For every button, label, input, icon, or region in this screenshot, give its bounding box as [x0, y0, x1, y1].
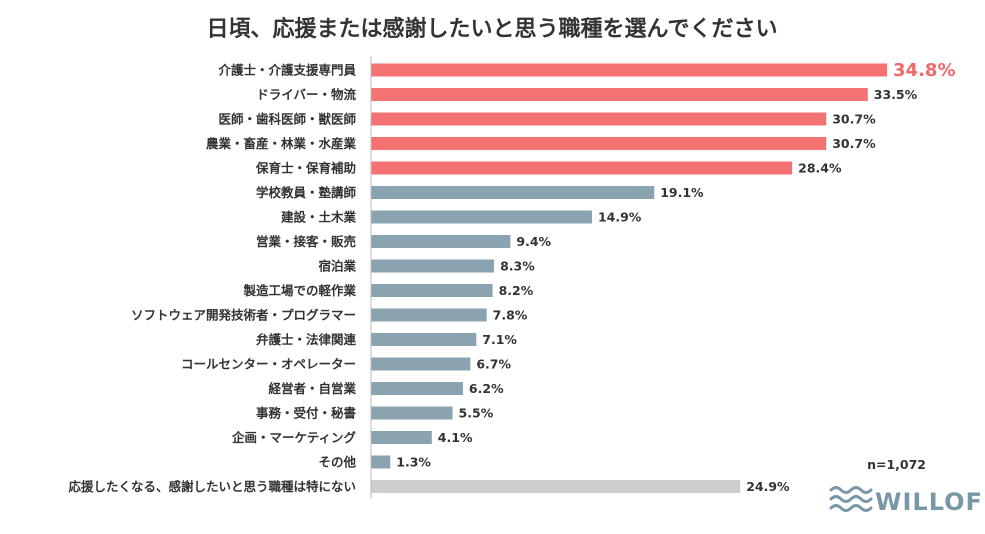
category-label: ソフトウェア開発技術者・プログラマー [131, 308, 356, 323]
category-label: 学校教員・塾講師 [256, 185, 357, 200]
value-label: 7.1% [482, 332, 517, 347]
category-label: 医師・歯科医師・獣医師 [218, 112, 356, 127]
bar [371, 431, 432, 444]
value-label: 6.2% [469, 381, 504, 396]
value-label: 8.3% [500, 259, 535, 274]
bar [371, 480, 741, 493]
value-label: 30.7% [832, 136, 876, 151]
bar [371, 235, 511, 248]
category-label: 農業・畜産・林業・水産業 [206, 136, 357, 151]
value-label: 7.8% [493, 308, 528, 323]
value-label: 6.7% [476, 357, 511, 372]
bar [371, 259, 495, 273]
value-label: 19.1% [660, 185, 704, 200]
category-label: ドライバー・物流 [256, 87, 356, 102]
value-label: 14.9% [598, 210, 642, 225]
category-label: 建設・土木業 [281, 210, 357, 225]
bar [371, 382, 463, 395]
value-label: 33.5% [874, 87, 918, 102]
bar [371, 161, 793, 175]
bar [371, 406, 453, 420]
category-label: 事務・受付・秘書 [256, 406, 357, 421]
category-label: その他 [318, 455, 356, 470]
bar [371, 455, 391, 469]
bar [371, 186, 655, 199]
category-label: 弁護士・法律関連 [256, 332, 357, 347]
category-label: 製造工場での軽作業 [242, 283, 356, 298]
category-label: 応援したくなる、感謝したいと思う職種は特にない [68, 479, 356, 494]
value-label: 5.5% [459, 406, 494, 421]
bar [371, 63, 888, 77]
sample-size-label: n=1,072 [867, 457, 926, 472]
category-label: コールセンター・オペレーター [181, 357, 356, 372]
bar [371, 284, 493, 297]
waves-icon [829, 486, 873, 512]
value-label: 9.4% [516, 234, 551, 249]
bars-group: 介護士・介護支援専門員 34.8% ドライバー・物流 33.5% 医師・歯科医師・獣医師… [68, 60, 955, 494]
value-label: 30.7% [832, 112, 876, 127]
bar [371, 333, 477, 346]
value-label: 4.1% [438, 430, 473, 445]
willof-logo: WILLOF [829, 486, 983, 516]
bar [371, 210, 592, 224]
category-label: 経営者・自営業 [268, 381, 356, 396]
bar [371, 112, 827, 126]
category-label: 介護士・介護支援専門員 [217, 63, 356, 78]
chart-title: 日頃、応援または感謝したいと思う職種を選んでください [207, 16, 778, 42]
value-label: 34.8% [893, 60, 955, 81]
value-label: 8.2% [499, 283, 534, 298]
value-label: 28.4% [798, 161, 842, 176]
bar [371, 137, 827, 150]
bar [371, 88, 868, 101]
brand-name: WILLOF [875, 488, 983, 516]
category-label: 企画・マーケティング [231, 430, 357, 445]
value-label: 24.9% [746, 479, 790, 494]
category-label: 営業・接客・販売 [256, 234, 357, 249]
category-label: 宿泊業 [318, 259, 356, 274]
bar [371, 357, 471, 371]
category-label: 保育士・保育補助 [255, 161, 356, 176]
value-label: 1.3% [396, 455, 431, 470]
bar [371, 308, 487, 322]
